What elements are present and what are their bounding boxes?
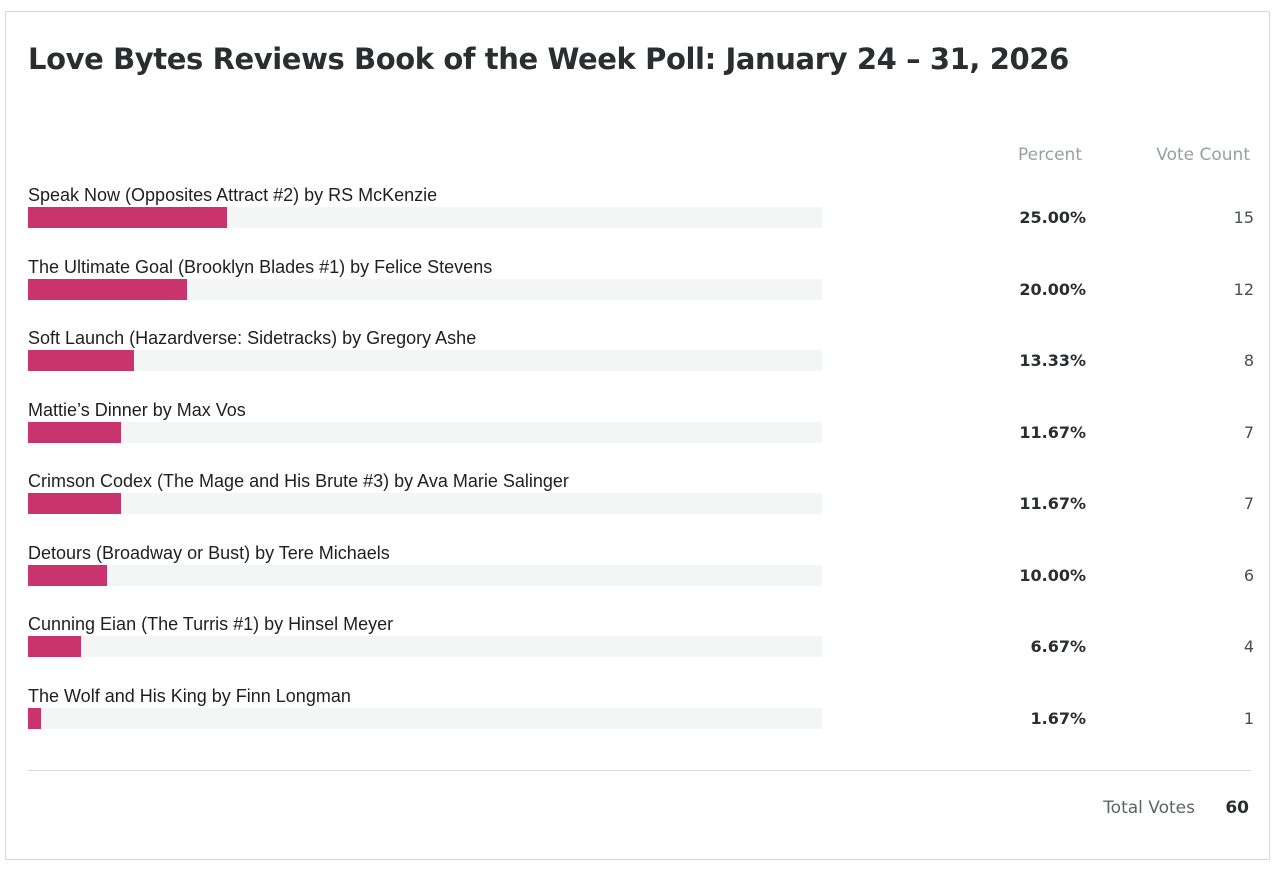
result-bar-track: [28, 493, 822, 514]
answer-percent: 11.67%: [1019, 423, 1086, 442]
answer-vote-count: 12: [1233, 280, 1254, 299]
answer-vote-count: 7: [1243, 423, 1254, 442]
answer-label: The Wolf and His King by Finn Longman: [28, 686, 351, 706]
poll-answer-row: Soft Launch (Hazardverse: Sidetracks) by…: [28, 328, 1254, 388]
result-bar-track: [28, 565, 822, 586]
answer-vote-count: 6: [1243, 566, 1254, 585]
total-votes-label: Total Votes: [1103, 798, 1195, 818]
result-bar-fill: [28, 493, 121, 514]
answer-percent: 6.67%: [1030, 637, 1086, 656]
result-bar-track: [28, 636, 822, 657]
result-bar-fill: [28, 350, 134, 371]
poll-title: Love Bytes Reviews Book of the Week Poll…: [28, 42, 1069, 76]
answer-label: Cunning Eian (The Turris #1) by Hinsel M…: [28, 614, 394, 634]
poll-answer-row: Speak Now (Opposites Attract #2) by RS M…: [28, 185, 1254, 245]
result-bar-fill: [28, 565, 108, 586]
result-bar-track: [28, 422, 822, 443]
result-bar-track: [28, 350, 822, 371]
result-bar-fill: [28, 422, 121, 443]
answer-label: Crimson Codex (The Mage and His Brute #3…: [28, 471, 569, 491]
answer-percent: 13.33%: [1019, 351, 1086, 370]
vote-count-column-header: Vote Count: [1156, 145, 1250, 165]
poll-answer-row: The Ultimate Goal (Brooklyn Blades #1) b…: [28, 257, 1254, 317]
answer-label: Speak Now (Opposites Attract #2) by RS M…: [28, 185, 438, 205]
results-divider: [28, 770, 1251, 771]
poll-card: Love Bytes Reviews Book of the Week Poll…: [5, 11, 1270, 860]
result-bar-track: [28, 279, 822, 300]
answer-vote-count: 15: [1233, 208, 1254, 227]
answer-percent: 11.67%: [1019, 494, 1086, 513]
answer-percent: 25.00%: [1019, 208, 1086, 227]
answer-label: Mattie’s Dinner by Max Vos: [28, 400, 246, 420]
answer-label: Detours (Broadway or Bust) by Tere Micha…: [28, 543, 390, 563]
answer-percent: 10.00%: [1019, 566, 1086, 585]
poll-answer-row: Crimson Codex (The Mage and His Brute #3…: [28, 471, 1254, 531]
result-bar-track: [28, 708, 822, 729]
percent-column-header: Percent: [1018, 145, 1082, 165]
answer-label: Soft Launch (Hazardverse: Sidetracks) by…: [28, 328, 477, 348]
poll-answer-row: Mattie’s Dinner by Max Vos 11.67% 7: [28, 400, 1254, 460]
answer-percent: 20.00%: [1019, 280, 1086, 299]
result-bar-fill: [28, 636, 81, 657]
poll-answer-row: The Wolf and His King by Finn Longman 1.…: [28, 686, 1254, 746]
answer-vote-count: 7: [1243, 494, 1254, 513]
answer-vote-count: 4: [1243, 637, 1254, 656]
poll-answer-row: Detours (Broadway or Bust) by Tere Micha…: [28, 543, 1254, 603]
answer-percent: 1.67%: [1030, 709, 1086, 728]
total-votes-value: 60: [1225, 798, 1249, 818]
answer-vote-count: 1: [1243, 709, 1254, 728]
result-bar-fill: [28, 207, 227, 228]
result-bar-fill: [28, 708, 42, 729]
result-bar-fill: [28, 279, 187, 300]
result-bar-track: [28, 207, 822, 228]
answer-label: The Ultimate Goal (Brooklyn Blades #1) b…: [28, 257, 493, 277]
answer-vote-count: 8: [1243, 351, 1254, 370]
poll-answer-row: Cunning Eian (The Turris #1) by Hinsel M…: [28, 614, 1254, 674]
